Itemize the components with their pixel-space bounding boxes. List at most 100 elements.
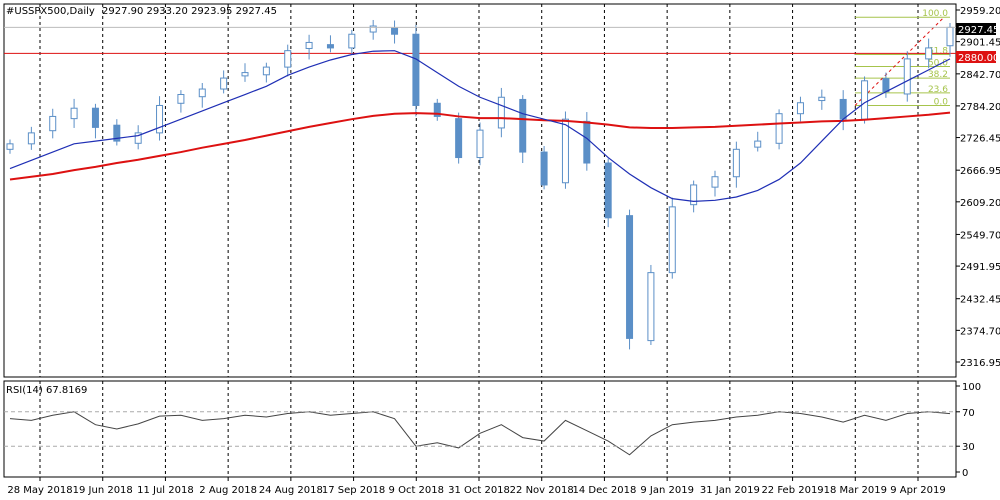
price-tick-label: 2609.20: [960, 198, 1000, 209]
candle-body: [839, 98, 847, 120]
candle-body: [91, 107, 99, 128]
candle-body: [348, 33, 356, 49]
ma-fast-line: [9, 50, 951, 202]
ma-slow-line: [9, 111, 951, 181]
date-tick-label: 22 Nov 2018: [510, 485, 574, 496]
candle-body: [198, 88, 206, 98]
candle-body: [604, 162, 612, 219]
date-tick-label: 19 Jun 2018: [73, 485, 133, 496]
fib-level-label: 0.0: [934, 97, 949, 107]
candle-body: [583, 120, 591, 164]
horizontal-line-price-box: [956, 51, 996, 63]
ohlc-readout: 2927.90 2933.20 2923.95 2927.45: [102, 6, 277, 17]
candle-body: [497, 96, 505, 129]
candle-body: [647, 272, 655, 342]
price-tick-label: 2549.70: [960, 230, 1000, 241]
rsi-tick-label: 100: [962, 382, 981, 393]
date-tick-label: 18 Mar 2019: [824, 485, 887, 496]
candle-body: [220, 77, 228, 90]
price-tick-label: 2901.45: [960, 38, 1000, 49]
candle-body: [476, 129, 484, 159]
candle-body: [668, 206, 676, 274]
date-axis: 28 May 2018 19 Jun 2018 11 Jul 2018 2 Aug 2…: [7, 477, 946, 496]
price-tick-label: 2842.70: [960, 70, 1000, 81]
candle-body: [754, 140, 762, 148]
candle-body: [561, 118, 569, 184]
price-tick-label: 2784.20: [960, 102, 1000, 113]
rsi-indicator: [9, 411, 951, 456]
candle-body: [775, 113, 783, 144]
price-tick-label: 2374.70: [960, 326, 1000, 337]
rsi-tick-label: 0: [962, 468, 968, 479]
rsi-tick-label: 70: [962, 408, 975, 419]
price-tick-label: 2959.20: [960, 6, 1000, 17]
candlestick-series: [6, 19, 954, 350]
date-tick-label: 22 Feb 2019: [761, 485, 823, 496]
candle-body: [796, 102, 804, 115]
candle-body: [241, 72, 249, 77]
candle-body: [412, 33, 420, 106]
date-tick-label: 14 Dec 2018: [572, 485, 636, 496]
price-tick-label: 2666.95: [960, 166, 1000, 177]
candle-body: [519, 98, 527, 153]
rsi-tick-label: 30: [962, 442, 975, 453]
date-tick-label: 28 May 2018: [7, 485, 72, 496]
price-axis: 2959.20 2901.45 2842.70 2784.20 2726.45 2666.…: [4, 6, 1000, 479]
candle-body: [946, 26, 954, 47]
candle-body: [861, 80, 869, 120]
candle-body: [156, 104, 164, 134]
horizontal-line-price-label: 2880.00: [958, 53, 999, 64]
candle-body: [732, 148, 740, 178]
candle-body: [134, 132, 142, 144]
fib-level-label: 100.0: [922, 9, 948, 19]
fib-level-label: 23.6: [928, 85, 948, 95]
candle-body: [262, 66, 270, 76]
candle-body: [711, 176, 719, 188]
rsi-panel-frame: [3, 380, 957, 478]
candle-body: [818, 96, 826, 102]
date-tick-label: 9 Jan 2019: [640, 485, 694, 496]
current-price-box: [956, 23, 996, 35]
candle-body: [433, 102, 441, 117]
candle-body: [690, 184, 698, 206]
candle-body: [305, 41, 313, 49]
fib-level-label: 61.8: [928, 47, 948, 57]
date-tick-label: 24 Aug 2018: [259, 485, 323, 496]
price-tick-label: 2432.45: [960, 295, 1000, 306]
candle-body: [882, 78, 890, 93]
candle-body: [540, 151, 548, 186]
date-tick-label: 9 Apr 2019: [890, 485, 945, 496]
candle-body: [391, 27, 399, 35]
moving-averages: [9, 50, 951, 202]
date-tick-label: 11 Jul 2018: [137, 485, 194, 496]
price-tick-label: 2726.45: [960, 134, 1000, 145]
candle-body: [369, 25, 377, 33]
date-tick-label: 2 Aug 2018: [199, 485, 257, 496]
fib-level-label: 50.0: [928, 59, 948, 69]
candle-body: [6, 143, 14, 150]
candle-body: [177, 94, 185, 104]
candle-body: [70, 107, 78, 120]
date-tick-label: 17 Sep 2018: [322, 485, 385, 496]
candle-body: [284, 50, 292, 68]
candle-body: [925, 47, 933, 60]
date-tick-label: 9 Oct 2018: [389, 485, 444, 496]
candle-body: [49, 115, 57, 132]
price-panel-frame: [3, 3, 957, 378]
candle-body: [326, 44, 334, 49]
date-tick-label: 31 Oct 2018: [448, 485, 510, 496]
price-tick-label: 2491.95: [960, 262, 1000, 273]
candle-body: [113, 124, 121, 142]
candle-body: [27, 132, 35, 145]
price-tick-label: 2316.95: [960, 358, 1000, 369]
current-price-label: 2927.45: [958, 25, 999, 36]
candle-body: [626, 215, 634, 339]
candle-body: [903, 58, 911, 95]
fib-level-label: 38.2: [928, 70, 948, 80]
fib-trend-line: [854, 16, 945, 106]
rsi-line: [9, 411, 951, 456]
candle-body: [455, 118, 463, 159]
date-tick-label: 31 Jan 2019: [700, 485, 760, 496]
